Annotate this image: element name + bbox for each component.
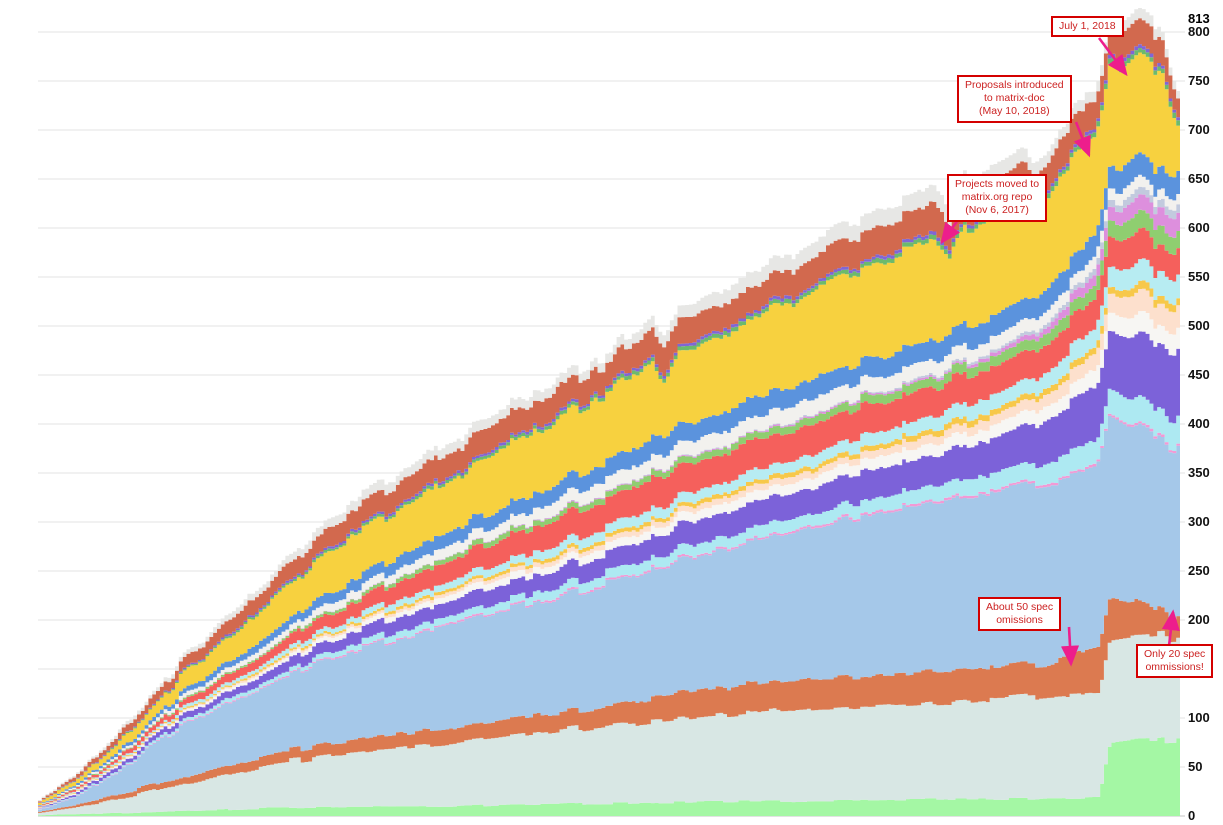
annotation-only-20-omissions: Only 20 spec ommissions! <box>1136 644 1214 679</box>
y-tick-label-800: 800 <box>1188 24 1210 39</box>
y-tick-label-50: 50 <box>1188 759 1203 774</box>
series-areas-layer <box>38 8 1180 816</box>
annotation-line: July 1, 2018 <box>1059 20 1116 32</box>
annotation-line: omissions <box>996 614 1043 627</box>
annotation-line: (May 10, 2018) <box>979 105 1050 118</box>
y-tick-label-650: 650 <box>1188 171 1210 186</box>
y-tick-label-600: 600 <box>1188 220 1210 235</box>
y-tick-label-700: 700 <box>1188 122 1210 137</box>
y-tick-label-0: 0 <box>1188 808 1196 823</box>
annotation-about-50-omissions: About 50 spec omissions <box>978 597 1062 632</box>
y-tick-label-400: 400 <box>1188 416 1210 431</box>
annotation-line: to matrix-doc <box>983 92 1045 105</box>
annotation-line: About 50 spec <box>986 601 1054 613</box>
y-tick-label-750: 750 <box>1188 73 1210 88</box>
annotation-projects-moved: Projects moved to matrix.org repo (Nov 6, … <box>947 174 1048 222</box>
series-area-coral-red <box>38 227 1180 808</box>
y-tick-label-550: 550 <box>1188 269 1210 284</box>
annotation-line: ommissions! <box>1145 661 1204 674</box>
annotation-line: Proposals introduced <box>965 79 1064 91</box>
annotation-july-1-2018: July 1, 2018 <box>1051 16 1124 38</box>
annotation-arrows-layer <box>940 37 1180 667</box>
y-tick-label-100: 100 <box>1188 710 1210 725</box>
y-max-label: 813 <box>1188 11 1210 27</box>
series-area-pale-gray-green <box>38 630 1180 816</box>
y-tick-label-300: 300 <box>1188 514 1210 529</box>
series-area-golden-yellow <box>38 52 1180 805</box>
annotation-line: Only 20 spec <box>1144 648 1206 660</box>
y-tick-label-500: 500 <box>1188 318 1210 333</box>
annotation-line: Projects moved to <box>955 178 1040 190</box>
annotation-line: matrix.org repo <box>961 191 1033 204</box>
y-tick-label-200: 200 <box>1188 612 1210 627</box>
series-area-light-cyan-2 <box>38 258 1180 808</box>
annotation-line: (Nov 6, 2017) <box>965 204 1029 217</box>
y-tick-label-450: 450 <box>1188 367 1210 382</box>
series-area-steel-blue <box>38 415 1180 812</box>
annotation-proposals-introduced: Proposals introduced to matrix-doc (May 10… <box>957 75 1072 123</box>
y-tick-label-350: 350 <box>1188 465 1210 480</box>
series-area-pale-green <box>38 737 1180 816</box>
y-tick-label-250: 250 <box>1188 563 1210 578</box>
